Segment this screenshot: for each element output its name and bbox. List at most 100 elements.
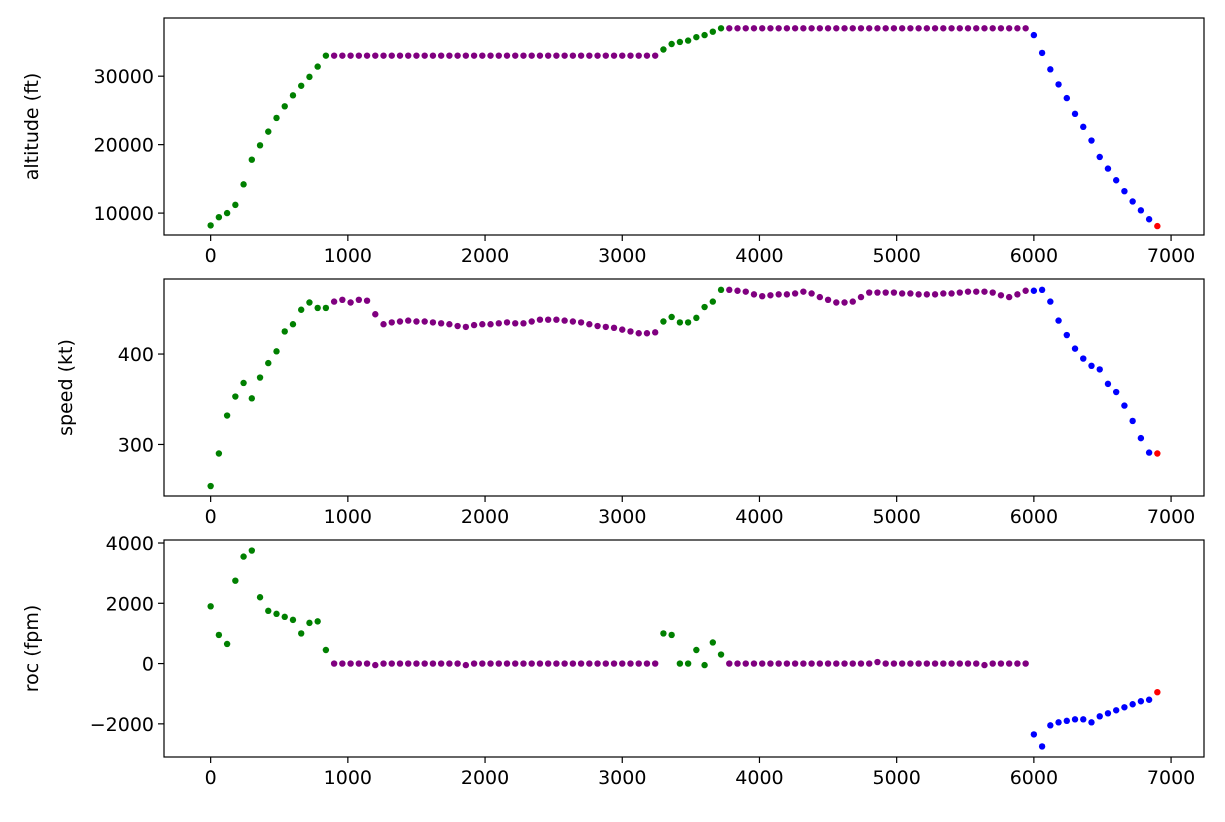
data-point [256, 374, 264, 381]
data-point [487, 660, 494, 667]
data-point [594, 52, 601, 59]
data-point [240, 379, 247, 387]
data-point [1005, 660, 1013, 667]
data-point [553, 52, 560, 59]
data-point [454, 322, 461, 330]
data-point [783, 660, 791, 667]
data-point [421, 318, 428, 325]
data-point [717, 651, 725, 658]
x-tick-label: 6000 [1010, 767, 1058, 789]
data-point [964, 660, 972, 667]
data-point [207, 482, 214, 490]
data-point [1154, 689, 1161, 696]
data-point [676, 38, 684, 46]
x-tick-label: 5000 [872, 506, 920, 528]
data-point [528, 660, 535, 667]
data-point [273, 348, 280, 355]
data-point [1030, 731, 1038, 738]
y-tick-label: 400 [118, 344, 154, 366]
y-tick-label: 10000 [94, 203, 154, 225]
data-point [1071, 110, 1079, 118]
data-point [643, 660, 651, 667]
x-tick-label: 7000 [1147, 506, 1195, 528]
data-point [207, 603, 214, 610]
data-point [330, 298, 338, 305]
data-point [684, 37, 692, 44]
x-tick-label: 7000 [1147, 767, 1195, 789]
data-points [207, 286, 1161, 490]
data-point [1038, 743, 1046, 750]
data-point [503, 319, 511, 326]
data-point [437, 320, 445, 327]
data-point [742, 288, 749, 295]
data-point [528, 318, 535, 325]
data-point [281, 103, 288, 110]
data-point [561, 52, 568, 59]
data-point [339, 660, 346, 667]
data-point [586, 52, 593, 59]
data-point [1071, 716, 1079, 723]
data-point [857, 293, 865, 301]
data-point [651, 329, 659, 336]
data-point [973, 25, 980, 32]
data-point [734, 25, 741, 32]
chart-panel-3: 0 1000 2000 3000 4000 5000 6000 7000 −2000 0 2000 4… [21, 533, 1205, 789]
data-point [1038, 49, 1046, 57]
data-point [940, 290, 947, 297]
data-point [248, 156, 256, 163]
data-point [429, 52, 437, 59]
data-point [380, 321, 387, 328]
y-tick-label: 0 [142, 654, 154, 676]
x-tick-label: 2000 [461, 506, 509, 528]
data-point [833, 25, 840, 32]
x-tick-label: 3000 [598, 245, 646, 267]
data-point [931, 660, 939, 667]
data-point [306, 73, 313, 81]
data-point [816, 660, 824, 667]
data-point [487, 321, 494, 328]
data-point [841, 660, 848, 667]
data-point [479, 660, 486, 667]
data-point [1129, 417, 1136, 425]
data-point [363, 660, 371, 667]
data-point [314, 618, 321, 625]
x-tick-label: 7000 [1147, 245, 1195, 267]
data-point [363, 297, 371, 304]
data-point [849, 298, 856, 305]
data-point [783, 291, 791, 298]
data-point [330, 52, 338, 59]
data-point [775, 25, 782, 32]
data-point [989, 25, 996, 32]
data-point [849, 25, 856, 32]
data-point [544, 52, 552, 59]
data-point [446, 660, 453, 667]
data-point [380, 52, 387, 59]
data-point [1055, 81, 1062, 88]
data-point [981, 25, 988, 32]
data-point [734, 660, 741, 667]
x-tick-label: 2000 [461, 767, 509, 789]
data-point [610, 660, 618, 667]
data-point [536, 316, 544, 323]
data-point [577, 660, 585, 667]
data-point [413, 660, 420, 667]
data-points [207, 25, 1161, 230]
data-point [536, 52, 544, 59]
data-point [693, 646, 700, 654]
data-point [948, 290, 955, 297]
data-point [1121, 402, 1128, 409]
data-point [1014, 25, 1021, 32]
data-point [470, 321, 478, 329]
data-point [660, 46, 667, 53]
data-point [1112, 707, 1120, 714]
x-tick-label: 0 [205, 767, 217, 789]
data-point [240, 181, 247, 188]
data-point [726, 660, 733, 667]
data-point [273, 610, 280, 618]
data-point [1063, 94, 1071, 102]
data-point [750, 660, 758, 667]
data-point [553, 660, 560, 667]
data-point [1121, 187, 1128, 195]
data-point [298, 82, 305, 89]
data-point [1145, 696, 1153, 703]
